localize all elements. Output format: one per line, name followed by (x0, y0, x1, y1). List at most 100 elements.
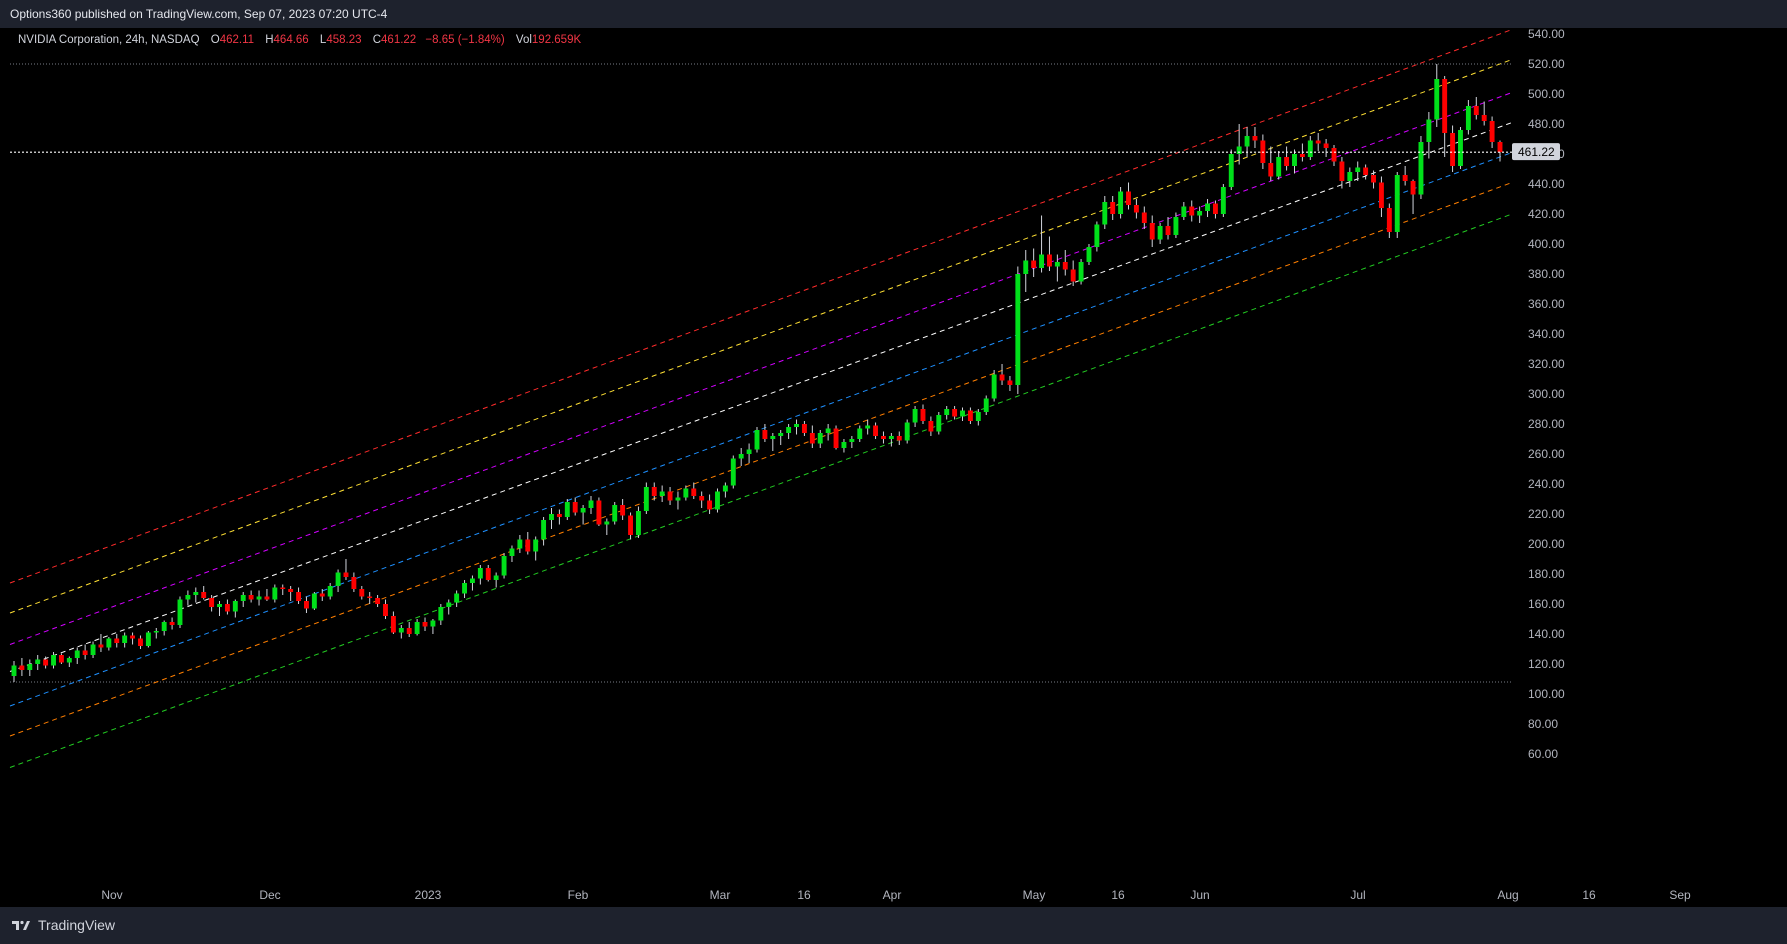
candle-body (1015, 274, 1021, 385)
legend-low-value: 458.23 (326, 34, 362, 46)
candle-body (746, 449, 752, 454)
chart-area[interactable] (0, 28, 1787, 907)
candle-body (541, 520, 547, 540)
candle-body (296, 592, 302, 601)
candle-body (509, 548, 515, 556)
publish-bar (0, 0, 1787, 28)
candle-body (1410, 181, 1416, 195)
candle-body (1284, 157, 1290, 166)
legend-low-label: L (319, 34, 327, 46)
candle-body (1363, 167, 1369, 175)
candle-body (169, 622, 175, 625)
legend-volume-label: Vol (515, 34, 532, 46)
candle-body (1047, 254, 1052, 267)
x-tick-label: 16 (1111, 888, 1125, 902)
candle-body (1244, 136, 1250, 147)
candle-body (185, 595, 191, 600)
candle-body (1307, 140, 1313, 157)
candle-body (1418, 142, 1424, 195)
candle-body (1220, 187, 1226, 214)
x-tick-label: Aug (1497, 888, 1518, 902)
candle-body (1141, 212, 1147, 223)
candle-body (556, 514, 562, 517)
candle-body (240, 595, 246, 601)
candle-body (635, 511, 641, 535)
candle-body (1465, 106, 1471, 130)
candle-body (722, 485, 728, 492)
y-tick-label: 240.00 (1528, 477, 1565, 491)
candle-body (209, 598, 215, 607)
legend-open-label: O (210, 34, 220, 46)
candle-body (1054, 262, 1060, 267)
candle-body (493, 575, 499, 580)
candle-body (944, 409, 950, 415)
candle-body (549, 514, 554, 520)
candle-body (90, 644, 96, 655)
candle-body (865, 425, 871, 429)
candle-body (398, 628, 404, 633)
candle-body (1165, 226, 1171, 235)
candle-body (359, 589, 365, 597)
candle-body (604, 521, 610, 525)
candle-body (778, 433, 784, 436)
candle-body (1212, 203, 1218, 214)
candle-body (390, 616, 396, 633)
y-tick-label: 360.00 (1528, 297, 1565, 311)
candles (11, 64, 1503, 682)
channel-line-0 (9, 29, 1513, 584)
candle-body (1442, 79, 1448, 133)
candle-body (11, 665, 17, 676)
x-tick-label: Nov (101, 888, 122, 902)
candle-body (707, 500, 713, 510)
candle-body (904, 422, 910, 441)
candle-body (881, 436, 886, 439)
candle-body (1489, 121, 1495, 142)
channel-line-4 (9, 152, 1513, 707)
y-tick-label: 160.00 (1528, 597, 1565, 611)
candle-body (74, 650, 80, 658)
candle-body (1299, 154, 1305, 157)
x-tick-label: Jun (1190, 888, 1209, 902)
candle-body (952, 409, 958, 417)
candle-body (82, 650, 88, 655)
candle-body (351, 577, 357, 589)
x-tick-label: Dec (259, 888, 280, 902)
legend-volume-value: 192.659K (531, 34, 582, 46)
candle-body (1126, 191, 1131, 205)
candle-body (888, 436, 894, 439)
candle-body (1149, 223, 1155, 240)
candle-body (651, 487, 657, 496)
candle-body (375, 598, 381, 604)
candle-body (232, 601, 238, 612)
y-tick-label: 380.00 (1528, 267, 1565, 281)
candle-body (801, 424, 807, 433)
candle-body (833, 428, 839, 448)
candle-body (1450, 133, 1456, 166)
tradingview-brand[interactable]: TradingView (10, 917, 115, 933)
candle-body (501, 556, 507, 576)
candle-body (896, 436, 902, 441)
y-tick-label: 340.00 (1528, 327, 1565, 341)
candle-body (1039, 254, 1045, 268)
candle-body (145, 632, 151, 646)
channel-line-6 (9, 213, 1513, 768)
candle-body (699, 496, 705, 501)
candle-body (825, 428, 831, 433)
y-tick-label: 180.00 (1528, 567, 1565, 581)
candle-body (122, 635, 128, 643)
candle-body (675, 497, 681, 501)
x-tick-label: Feb (568, 888, 589, 902)
channel-line-2 (9, 92, 1513, 645)
candle-body (217, 604, 222, 607)
last-price-badge (1512, 143, 1560, 161)
candle-body (762, 430, 768, 439)
candle-body (1473, 106, 1479, 115)
candle-body (1118, 191, 1124, 214)
candle-body (1276, 157, 1282, 177)
candle-body (572, 502, 578, 513)
candle-body (367, 596, 373, 598)
y-tick-label: 480.00 (1528, 117, 1565, 131)
channel-line-1 (9, 59, 1513, 614)
candle-body (438, 607, 444, 621)
